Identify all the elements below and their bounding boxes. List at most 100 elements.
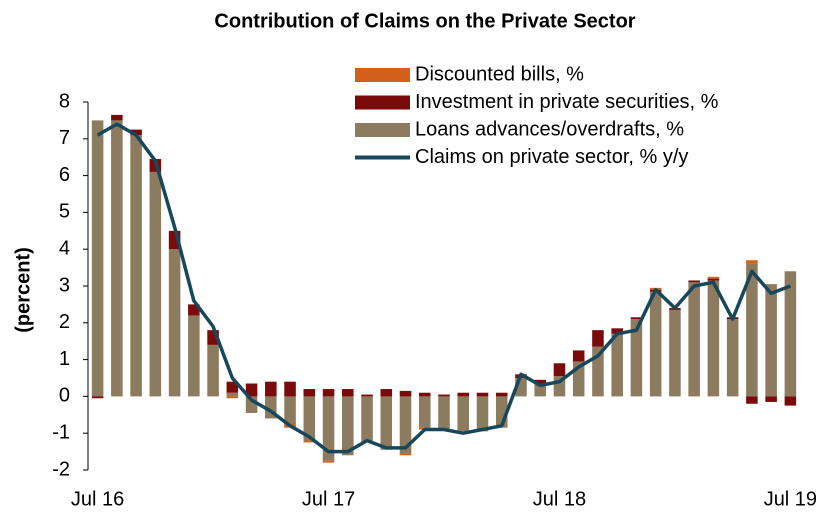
- bar: [746, 263, 758, 397]
- bar: [515, 378, 527, 397]
- chart-title: Contribution of Claims on the Private Se…: [214, 10, 635, 32]
- bar: [476, 396, 489, 430]
- legend-swatch: [355, 95, 410, 110]
- bar: [649, 291, 662, 397]
- bar: [361, 394, 373, 397]
- bar: [630, 317, 643, 320]
- y-axis-label: (percent): [12, 247, 34, 333]
- bar: [322, 396, 335, 461]
- line: [96, 122, 792, 454]
- y-tick-label: -2: [52, 458, 70, 480]
- bar: [707, 280, 720, 397]
- y-tick-label: 7: [59, 127, 70, 149]
- bar: [245, 396, 258, 413]
- bar: [418, 396, 431, 428]
- bar: [438, 396, 450, 430]
- bar: [265, 381, 277, 397]
- x-tick-label: Jul 18: [533, 488, 586, 510]
- bar: [284, 381, 296, 397]
- bar: [168, 249, 181, 397]
- bar: [553, 363, 566, 377]
- bar: [111, 114, 123, 121]
- bar: [399, 390, 412, 397]
- bar: [572, 361, 585, 397]
- bar: [361, 396, 373, 443]
- bar: [303, 396, 316, 441]
- bar: [534, 379, 546, 384]
- bar: [746, 260, 758, 264]
- bar: [688, 282, 700, 397]
- bar: [342, 396, 354, 456]
- y-tick-label: 6: [59, 164, 70, 186]
- bar: [630, 319, 643, 397]
- bar: [322, 389, 335, 397]
- bar: [476, 392, 489, 397]
- bar: [284, 396, 296, 424]
- y-tick-label: 4: [59, 237, 70, 259]
- bar: [303, 440, 316, 443]
- bar: [399, 453, 412, 456]
- bar: [592, 346, 604, 397]
- bar: [226, 392, 239, 397]
- bar: [495, 392, 508, 397]
- bar: [168, 230, 181, 250]
- y-tick-label: 5: [59, 201, 70, 223]
- legend-swatch: [355, 68, 410, 82]
- bar: [418, 392, 431, 397]
- bar: [130, 129, 142, 136]
- bar: [265, 396, 277, 419]
- bar: [207, 344, 219, 397]
- bar: [226, 381, 239, 393]
- y-tick-label: 3: [59, 274, 70, 296]
- bar: [399, 396, 412, 454]
- y-tick-label: 1: [59, 348, 70, 370]
- bar: [91, 120, 104, 397]
- bar: [457, 396, 470, 432]
- x-tick-label: Jul 16: [71, 488, 124, 510]
- bar: [457, 392, 470, 397]
- y-tick-label: 8: [59, 90, 70, 112]
- bar: [765, 396, 777, 402]
- bar: [91, 396, 104, 399]
- bar: [322, 460, 335, 463]
- legend-label: Investment in private securities, %: [415, 91, 719, 113]
- bar: [784, 271, 797, 397]
- y-tick-label: -1: [52, 421, 70, 443]
- legend-label: Loans advances/overdrafts, %: [415, 118, 684, 140]
- bar: [726, 319, 739, 397]
- y-tick-label: 0: [59, 385, 70, 407]
- bar: [534, 383, 546, 397]
- bar: [188, 315, 200, 397]
- bar: [688, 280, 700, 283]
- bar: [149, 171, 162, 397]
- bar: [784, 396, 797, 406]
- bar: [130, 135, 142, 397]
- bar: [207, 330, 219, 345]
- bar: [188, 304, 200, 316]
- bar: [611, 333, 623, 397]
- bar: [245, 383, 258, 397]
- bar: [707, 276, 720, 279]
- y-tick-label: 2: [59, 311, 70, 333]
- legend-label: Discounted bills, %: [415, 63, 584, 85]
- bar: [669, 309, 681, 397]
- bar: [572, 350, 585, 362]
- bar: [438, 394, 450, 397]
- bar: [611, 328, 623, 334]
- bar: [380, 396, 393, 450]
- bar: [553, 376, 566, 397]
- x-tick-label: Jul 17: [302, 488, 355, 510]
- bar: [303, 389, 316, 397]
- bar: [707, 278, 720, 281]
- bar: [380, 389, 393, 397]
- bar: [226, 396, 239, 399]
- bar: [495, 396, 508, 428]
- bar: [592, 330, 604, 347]
- bar: [342, 389, 354, 397]
- x-tick-label: Jul 19: [764, 488, 817, 510]
- bar: [765, 284, 777, 397]
- bar: [746, 396, 758, 404]
- legend-label: Claims on private sector, % y/y: [415, 146, 688, 168]
- legend-swatch: [355, 123, 410, 137]
